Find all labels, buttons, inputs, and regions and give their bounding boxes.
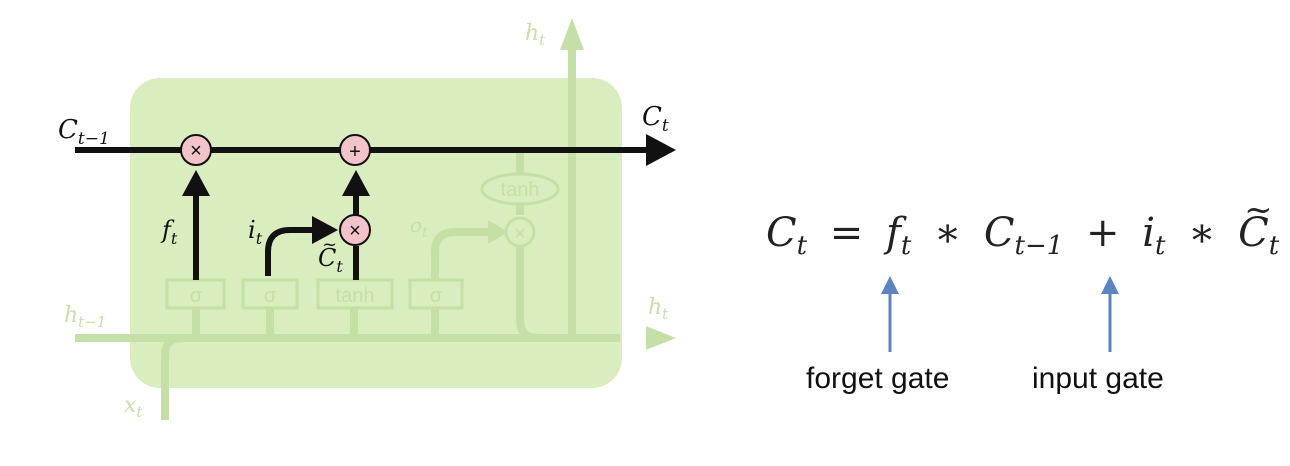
faded-paths bbox=[75, 50, 620, 420]
label-i: it bbox=[248, 216, 263, 248]
operator-circles bbox=[180, 134, 371, 246]
label-c-prev: Ct−1 bbox=[58, 115, 110, 149]
gate-boxes bbox=[165, 172, 560, 310]
label-h-top: ht bbox=[525, 21, 546, 49]
sigma-gate-3: σ bbox=[430, 285, 443, 307]
black-arrowheads bbox=[182, 134, 676, 244]
forget-gate-arrowhead bbox=[881, 276, 899, 294]
sigma-gate-2: σ bbox=[264, 285, 277, 307]
add-symbol: + bbox=[349, 141, 361, 163]
faded-arrowheads bbox=[488, 18, 676, 350]
label-c-next: Ct bbox=[642, 102, 669, 136]
input-multiply-symbol: × bbox=[349, 220, 361, 242]
cell-background bbox=[130, 78, 622, 388]
tanh-gate: tanh bbox=[336, 285, 375, 307]
tanh-oval-label: tanh bbox=[501, 179, 540, 201]
label-h-right: ht bbox=[648, 295, 669, 323]
sigma-gate-1: σ bbox=[190, 285, 203, 307]
input-gate-arrowhead bbox=[1101, 276, 1119, 294]
forget-gate-label: forget gate bbox=[806, 362, 950, 395]
label-h-prev: ht−1 bbox=[64, 303, 106, 331]
label-o: ot bbox=[410, 213, 428, 241]
label-x: xt bbox=[124, 393, 143, 421]
cell-state-equation: Ct = ft ∗ Ct−1 + it ∗ ~ Ct bbox=[766, 190, 1280, 261]
diagram-tilde-mark: ~ bbox=[322, 234, 337, 255]
output-multiply-symbol: × bbox=[514, 223, 526, 245]
forget-multiply-symbol: × bbox=[190, 140, 202, 162]
label-c-tilde: Ct bbox=[318, 244, 343, 276]
input-gate-label: input gate bbox=[1032, 362, 1164, 395]
